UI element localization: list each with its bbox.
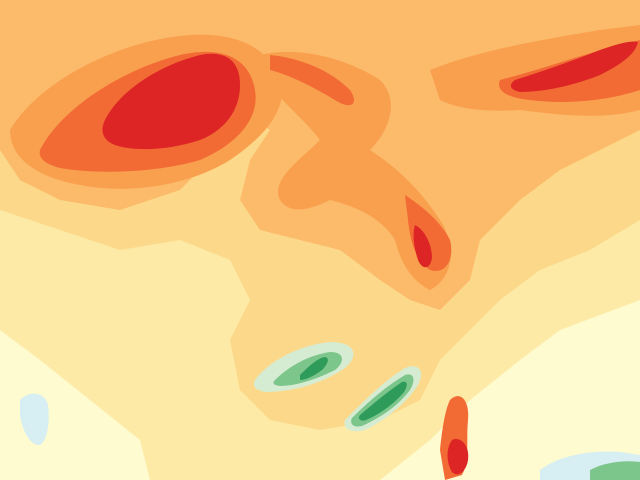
negative-strong-band-west — [300, 357, 328, 380]
very-high-contour-central — [270, 55, 355, 106]
extreme-core-central — [413, 225, 432, 268]
negative-patch-southeast — [590, 461, 640, 480]
cool-patch-west — [20, 393, 49, 446]
negative-strong-band-east — [358, 381, 407, 421]
extreme-core-nw — [102, 53, 240, 150]
extreme-core-south — [447, 439, 469, 475]
extreme-core-ne — [510, 41, 638, 92]
high-contour-central — [260, 51, 451, 290]
